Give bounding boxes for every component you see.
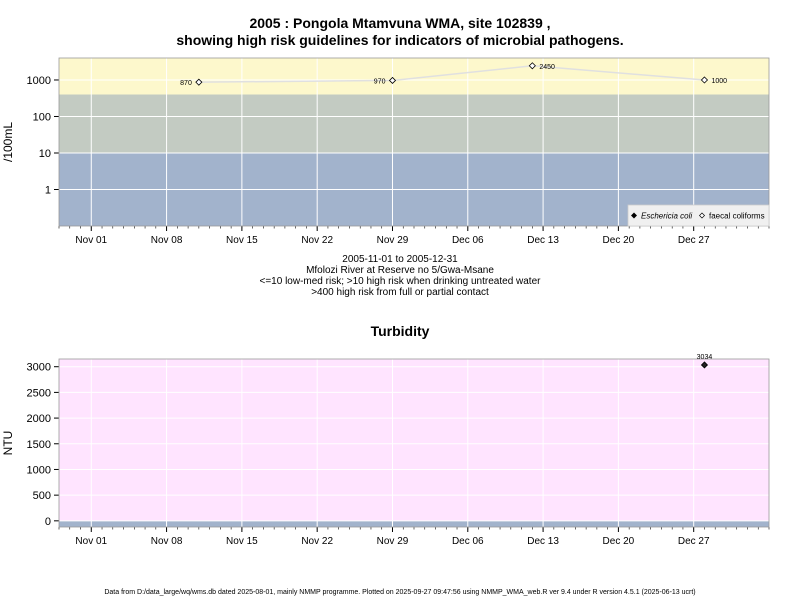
y-tick-label: 2000 <box>27 413 51 425</box>
caption-date-range: 2005-11-01 to 2005-12-31 <box>342 254 458 265</box>
x-tick-label: Dec 20 <box>603 235 635 246</box>
x-tick-label: Dec 27 <box>678 536 710 547</box>
x-tick-label: Nov 08 <box>151 536 183 547</box>
risk-band-0 <box>59 520 769 527</box>
risk-band-1 <box>59 94 769 153</box>
x-tick-label: Nov 01 <box>75 536 107 547</box>
y-tick-label: 3000 <box>27 362 51 374</box>
x-tick-label: Dec 13 <box>527 536 559 547</box>
chart-title-line1: 2005 : Pongola Mtamvuna WMA, site 102839… <box>249 15 551 31</box>
y-tick-label: 0 <box>45 516 51 528</box>
faecal-coliforms-point <box>195 78 203 86</box>
x-tick-label: Nov 22 <box>301 536 333 547</box>
x-tick-label: Nov 29 <box>377 235 409 246</box>
legend-label-ecoli: Eschericia coli <box>641 212 692 221</box>
x-tick-label: Dec 20 <box>603 536 635 547</box>
plot-frame <box>58 358 770 528</box>
legend-marker-faecal <box>699 212 705 219</box>
chart-title-line2: showing high risk guidelines for indicat… <box>176 32 624 48</box>
point-value-label: 870 <box>180 80 192 87</box>
y-tick-label: 500 <box>33 490 51 502</box>
x-tick-label: Dec 27 <box>678 235 710 246</box>
point-value-label: 970 <box>374 78 386 85</box>
legend-label-faecal: faecal coliforms <box>709 212 765 221</box>
x-tick-label: Nov 15 <box>226 235 258 246</box>
turbidity-value-label: 3034 <box>697 354 713 361</box>
y-tick-label: 10 <box>39 148 51 160</box>
caption-risk-low: <=10 low-med risk; >10 high risk when dr… <box>259 276 541 287</box>
y-axis-label: NTU <box>1 431 15 456</box>
point-value-label: 1000 <box>711 78 727 85</box>
point-value-label: 2450 <box>539 64 555 71</box>
x-tick-label: Dec 06 <box>452 235 484 246</box>
faecal-coliforms-line <box>198 65 705 83</box>
legend-marker-ecoli <box>631 212 637 219</box>
y-tick-label: 1000 <box>27 75 51 87</box>
risk-band-1 <box>59 359 769 521</box>
y-tick-label: 100 <box>33 111 51 123</box>
footer-note: Data from D:/data_large/wq/wms.db dated … <box>104 589 696 596</box>
x-tick-label: Nov 29 <box>377 536 409 547</box>
x-tick-label: Nov 01 <box>75 235 107 246</box>
y-tick-label: 1000 <box>27 464 51 476</box>
y-tick-label: 1 <box>45 184 51 196</box>
y-tick-label: 1500 <box>27 439 51 451</box>
x-tick-label: Dec 06 <box>452 536 484 547</box>
faecal-coliforms-point <box>388 76 397 85</box>
caption-risk-high: >400 high risk from full or partial cont… <box>311 287 489 298</box>
x-tick-label: Nov 08 <box>151 235 183 246</box>
legend-box <box>627 204 770 227</box>
x-tick-label: Nov 15 <box>226 536 258 547</box>
x-tick-label: Dec 13 <box>527 235 559 246</box>
faecal-coliforms-point <box>700 76 709 84</box>
caption-location: Mfolozi River at Reserve no 5/Gwa-Msane <box>306 265 494 276</box>
turbidity-point <box>700 361 709 369</box>
x-tick-label: Nov 22 <box>301 235 333 246</box>
y-tick-label: 2500 <box>27 387 51 399</box>
turbidity-title: Turbidity <box>370 323 430 339</box>
plot-frame <box>58 57 770 227</box>
faecal-coliforms-point <box>528 62 536 70</box>
y-axis-label: /100mL <box>1 122 15 162</box>
